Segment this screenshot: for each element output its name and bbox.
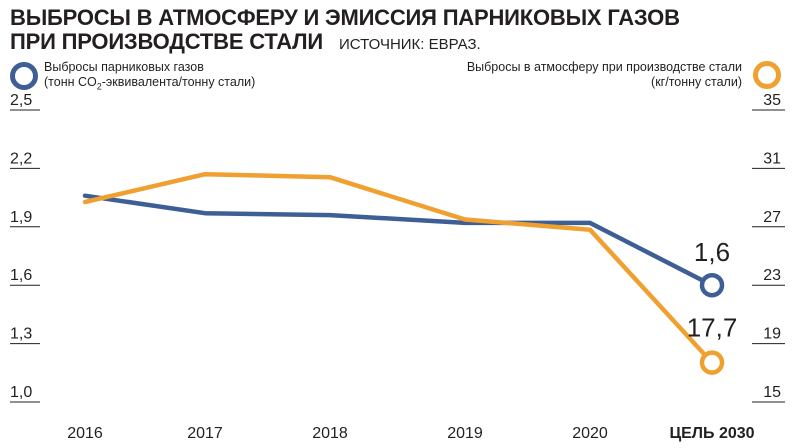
legend-marker-ghg xyxy=(10,62,38,90)
x-axis-tick-label: ЦЕЛЬ 2030 xyxy=(669,425,754,442)
chart-title-line-2-text: ПРИ ПРОИЗВОДСТВЕ СТАЛИ xyxy=(10,29,323,54)
legend-air-line-2: (кг/тонну стали) xyxy=(651,75,742,89)
legend-ghg-line-1: Выбросы парниковых газов xyxy=(44,60,204,74)
chart-source: ИСТОЧНИК: ЕВРАЗ. xyxy=(339,36,481,53)
legend-air: Выбросы в атмосферу при производстве ста… xyxy=(467,60,742,90)
series-line-air xyxy=(82,171,715,365)
legend-ghg: Выбросы парниковых газов (тонн CO2-эквив… xyxy=(44,60,255,95)
chart-title: ВЫБРОСЫ В АТМОСФЕРУ И ЭМИССИЯ ПАРНИКОВЫХ… xyxy=(10,6,680,57)
x-axis-tick-label: 2019 xyxy=(447,425,483,442)
chart-title-line-1: ВЫБРОСЫ В АТМОСФЕРУ И ЭМИССИЯ ПАРНИКОВЫХ… xyxy=(10,5,680,30)
chart-title-line-2: ПРИ ПРОИЗВОДСТВЕ СТАЛИ ИСТОЧНИК: ЕВРАЗ. xyxy=(10,30,680,57)
right-axis-tick-label: 15 xyxy=(763,384,781,401)
right-axis-tick-label: 19 xyxy=(763,326,781,343)
left-axis-tick-label: 1,3 xyxy=(10,326,32,343)
right-axis-tick-label: 23 xyxy=(763,267,781,284)
left-axis-tick-label: 1,9 xyxy=(10,209,32,226)
series-end-label-air: 17,7 xyxy=(687,313,738,343)
series-end-label-ghg: 1,6 xyxy=(694,237,730,267)
left-axis-tick-label: 2,5 xyxy=(10,92,32,109)
series-end-marker-ghg xyxy=(699,272,725,298)
x-axis-tick-label: 2018 xyxy=(312,425,348,442)
legend-air-line-1: Выбросы в атмосферу при производстве ста… xyxy=(466,60,742,74)
x-axis-tick-label: 2016 xyxy=(67,425,103,442)
series-line-ghg xyxy=(82,193,715,288)
left-axis-tick-label: 1,0 xyxy=(10,384,32,401)
legend-ghg-line-2-pre: (тонн CO xyxy=(44,75,97,89)
x-axis-tick-label: 2017 xyxy=(187,425,223,442)
legend-marker-air xyxy=(753,61,781,89)
right-axis-tick-label: 35 xyxy=(763,92,781,109)
right-axis-tick-label: 27 xyxy=(763,209,781,226)
left-axis-tick-label: 1,6 xyxy=(10,267,32,284)
legend-ghg-line-2-sub: 2 xyxy=(96,81,102,92)
series-end-marker-air xyxy=(699,350,725,375)
right-axis-tick-label: 31 xyxy=(763,150,781,167)
legend-ghg-line-2-post: -эквивалента/тонну стали) xyxy=(101,75,256,89)
left-axis-tick-label: 2,2 xyxy=(10,150,32,167)
x-axis-tick-label: 2020 xyxy=(572,425,608,442)
legend-ghg-line-2: (тонн CO2-эквивалента/тонну стали) xyxy=(44,75,255,95)
